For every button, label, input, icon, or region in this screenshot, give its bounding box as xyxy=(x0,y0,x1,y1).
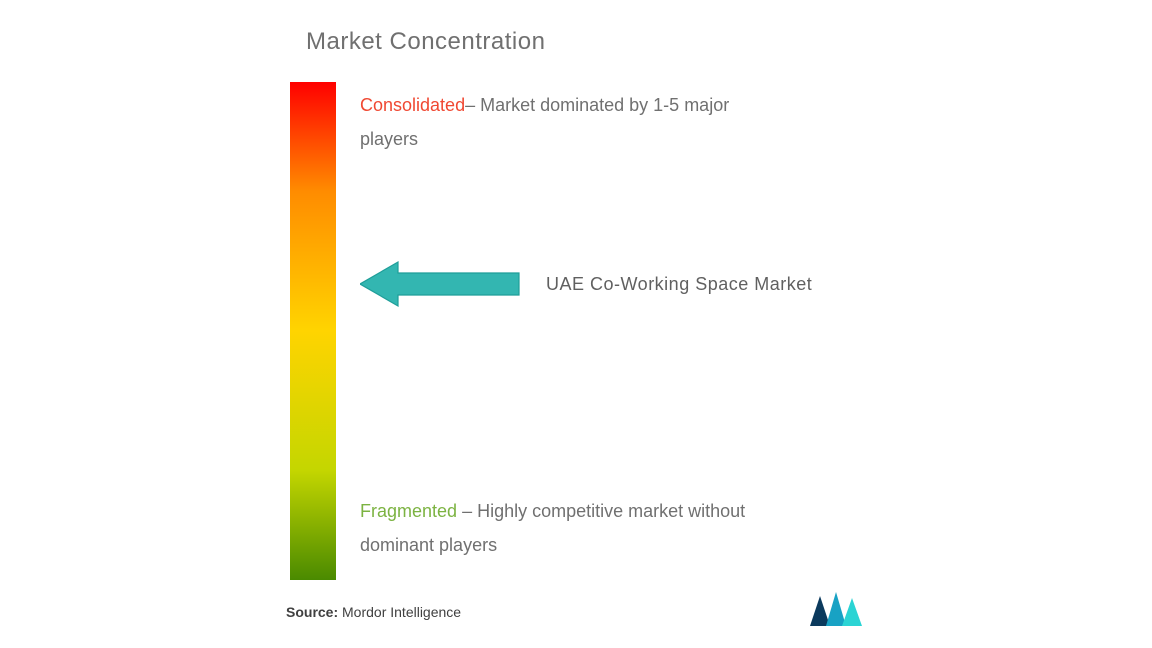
fragmented-text: Fragmented – Highly competitive market w… xyxy=(360,494,820,562)
consolidated-text: Consolidated– Market dominated by 1-5 ma… xyxy=(360,88,790,156)
indicator-label: UAE Co-Working Space Market xyxy=(546,274,812,295)
concentration-gradient-bar xyxy=(290,82,336,580)
source-prefix: Source: xyxy=(286,604,338,620)
source-attribution: Source: Mordor Intelligence xyxy=(286,604,461,620)
mordor-logo-icon xyxy=(808,592,864,628)
fragmented-label: Fragmented xyxy=(360,501,457,521)
market-indicator: UAE Co-Working Space Market xyxy=(360,260,812,308)
page-title: Market Concentration xyxy=(306,28,545,56)
source-name: Mordor Intelligence xyxy=(342,604,461,620)
consolidated-label: Consolidated xyxy=(360,95,465,115)
arrow-left-icon xyxy=(360,260,520,308)
